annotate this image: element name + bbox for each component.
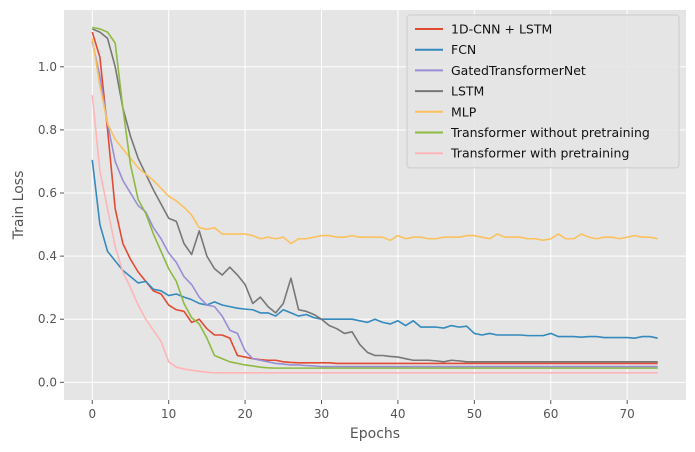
y-tick-label: 1.0 — [38, 60, 57, 74]
x-axis-ticks: 0 10 20 30 40 50 60 70 — [88, 400, 635, 421]
series-line-fcn — [91, 159, 658, 339]
x-tick-label: 30 — [314, 407, 329, 421]
series-line-gatedtransformernet — [91, 41, 658, 368]
series-layer — [91, 26, 658, 374]
x-tick-label: 0 — [88, 407, 96, 421]
legend-label-mlp: MLP — [451, 104, 477, 119]
y-axis-ticks: 0.0 0.2 0.4 0.6 0.8 1.0 — [38, 60, 64, 389]
legend-label-transformer-without-pretraining: Transformer without pretraining — [450, 125, 650, 140]
series-line-transformer-without-pretraining — [92, 26, 658, 369]
x-tick-label: 40 — [390, 407, 405, 421]
legend-label-1d-cnn-lstm: 1D-CNN + LSTM — [451, 22, 552, 37]
legend-label-transformer-with-pretraining: Transformer with pretraining — [450, 146, 629, 161]
x-tick-label: 60 — [543, 407, 558, 421]
x-tick-label: 70 — [620, 407, 635, 421]
y-tick-label: 0.4 — [38, 249, 57, 263]
series-line-lstm — [91, 28, 658, 363]
x-tick-label: 10 — [161, 407, 176, 421]
x-tick-label: 20 — [237, 407, 252, 421]
series-line-transformer-with-pretraining — [91, 95, 658, 374]
legend-label-gatedtransformernet: GatedTransformerNet — [451, 63, 586, 78]
x-axis-label: Epochs — [350, 426, 400, 442]
x-tick-label: 50 — [467, 407, 482, 421]
legend-box — [406, 14, 680, 169]
series-line-mlp — [91, 38, 658, 245]
series-line-1d-cnn-lstm — [91, 31, 658, 365]
y-tick-label: 0.2 — [38, 312, 57, 326]
y-tick-label: 0.6 — [38, 186, 57, 200]
legend-label-fcn: FCN — [451, 42, 476, 57]
legend: 1D-CNN + LSTM FCN GatedTransformerNet LSTM M… — [406, 14, 680, 169]
y-axis-label: Train Loss — [11, 171, 27, 241]
legend-label-lstm: LSTM — [451, 84, 484, 99]
y-tick-label: 0.8 — [38, 123, 57, 137]
y-tick-label: 0.0 — [38, 375, 57, 389]
